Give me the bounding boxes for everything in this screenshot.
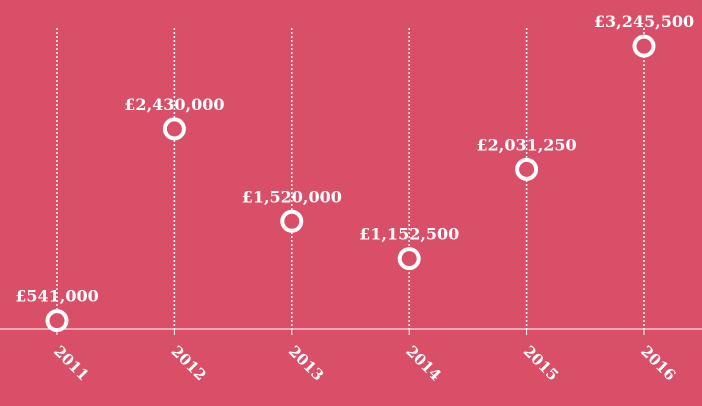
x-tick-label-2012: 2012 (168, 342, 210, 384)
value-labels: £541,000 £2,430,000 £1,520,000 £1,152,500 £2… (15, 12, 694, 306)
vertical-guides (56, 28, 645, 329)
x-tick-labels: 2011 2012 2013 2014 2015 2016 (50, 342, 679, 384)
value-label-2012: £2,430,000 (124, 95, 224, 114)
data-point-2016 (632, 34, 656, 58)
data-point-2011 (45, 309, 69, 333)
x-tick-label-2014: 2014 (402, 342, 444, 384)
value-label-2013: £1,520,000 (242, 187, 342, 206)
x-tick-label-2015: 2015 (520, 342, 562, 384)
x-axis-ticks (56, 329, 645, 335)
value-label-2014: £1,152,500 (359, 225, 459, 244)
data-point-2014 (397, 247, 421, 271)
value-label-2011: £541,000 (15, 287, 99, 306)
x-tick-label-2013: 2013 (285, 342, 327, 384)
data-point-2015 (515, 157, 539, 181)
data-point-2012 (162, 117, 186, 141)
x-tick-label-2011: 2011 (50, 342, 92, 384)
data-points (45, 34, 656, 333)
x-tick-label-2016: 2016 (637, 342, 679, 384)
data-point-2013 (280, 209, 304, 233)
value-label-2015: £2,031,250 (476, 135, 576, 154)
value-label-2016: £3,245,500 (594, 12, 694, 31)
